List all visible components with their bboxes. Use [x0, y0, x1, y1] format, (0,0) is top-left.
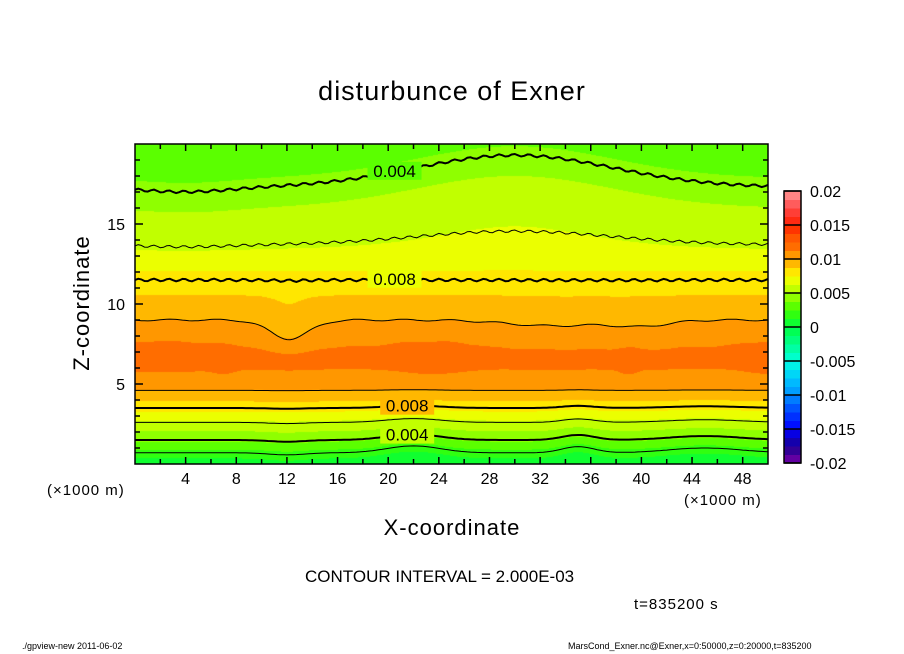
x-tick-label: 16 — [329, 471, 347, 488]
contour-label-background — [367, 161, 422, 180]
footer-right: MarsCond_Exner.nc@Exner,x=0:50000,z=0:20… — [568, 641, 812, 651]
colorbar-tick-label: 0.01 — [810, 252, 841, 269]
time-label: t=835200 s — [634, 596, 719, 613]
colorbar-band — [784, 191, 801, 200]
colorbar-band — [784, 454, 801, 464]
colorbar-band — [784, 310, 801, 319]
colorbar-band — [784, 429, 801, 438]
x-unit-label: (×1000 m) — [684, 492, 762, 509]
z-tick-label: 15 — [107, 217, 125, 234]
contour-labels: 0.004 0.008 0.008 0.004 — [367, 161, 435, 445]
contour-line — [135, 389, 768, 392]
x-tick-label: 36 — [582, 471, 600, 488]
x-tick-label: 20 — [379, 471, 397, 488]
colorbar-tick-label: -0.005 — [810, 354, 855, 371]
contour-label-background — [367, 269, 422, 288]
colorbar-tick-label: -0.01 — [810, 388, 847, 405]
plot-frame — [134, 143, 769, 465]
colorbar-band — [784, 284, 801, 294]
contour-line — [135, 404, 768, 410]
colorbar-band — [784, 327, 801, 336]
filled-contour-field — [135, 144, 768, 464]
contour-line — [135, 445, 769, 456]
colorbar-band — [784, 335, 801, 345]
colorbar-band — [784, 233, 801, 243]
colorbar-band — [784, 267, 801, 277]
contour-label: 0.004 — [386, 426, 429, 445]
x-axis-label: X-coordinate — [383, 515, 521, 540]
colorbar-band — [784, 344, 801, 353]
x-tick-label: 48 — [734, 471, 752, 488]
colorbar-band — [784, 276, 801, 285]
colorbar-tick-label: 0.015 — [810, 218, 850, 235]
colorbar-band — [784, 352, 801, 362]
colorbar-band — [784, 242, 801, 251]
z-tick-label: 10 — [107, 297, 125, 314]
contour-line — [134, 152, 769, 195]
x-tick-label: 28 — [481, 471, 499, 488]
contour-label: 0.004 — [373, 162, 416, 181]
colorbar-band — [784, 395, 801, 404]
colorbar-band — [784, 361, 801, 370]
colorbar-band — [784, 386, 801, 396]
contour-label: 0.008 — [386, 397, 429, 416]
contour-lines — [134, 152, 769, 456]
x-tick-labels: 4 8 12 16 20 24 28 32 36 40 44 48 — [181, 471, 751, 488]
axis-ticks — [135, 144, 768, 464]
y-tick-labels: 5 10 15 — [107, 217, 125, 394]
colorbar-band — [784, 437, 801, 447]
colorbar-band — [784, 446, 801, 455]
x-tick-label: 4 — [181, 471, 190, 488]
colorbar-band — [784, 225, 801, 234]
contour-label-background — [380, 425, 435, 444]
colorbar-band — [784, 412, 801, 421]
x-tick-label: 8 — [232, 471, 241, 488]
footer-left: ./gpview-new 2011-06-02 — [22, 641, 123, 651]
colorbar-band — [784, 216, 801, 226]
x-tick-label: 44 — [683, 471, 701, 488]
contour-line — [134, 318, 769, 341]
colorbar-tick-label: -0.02 — [810, 456, 847, 473]
x-tick-label: 40 — [633, 471, 651, 488]
colorbar-band — [784, 378, 801, 387]
x-tick-label: 32 — [531, 471, 549, 488]
contour-line — [134, 277, 769, 283]
colorbar-tick-label: -0.015 — [810, 422, 855, 439]
colorbar-band — [784, 318, 801, 328]
colorbar-tick-label: 0.02 — [810, 184, 841, 201]
colorbar-frame — [783, 190, 802, 464]
colorbar-band — [784, 250, 801, 260]
colorbar-band — [784, 301, 801, 311]
colorbar-band — [784, 403, 801, 413]
colorbar-band — [784, 420, 801, 430]
chart-title: disturbunce of Exner — [318, 76, 586, 106]
colorbar-band — [784, 199, 801, 209]
contour-interval-note: CONTOUR INTERVAL = 2.000E-03 — [305, 567, 575, 586]
colorbar-tick-label: 0 — [810, 320, 819, 337]
y-unit-label: (×1000 m) — [47, 482, 125, 499]
colorbar: 0.02 0.015 0.01 0.005 0 -0.005 -0.01 -0.015 -0.0… — [783, 184, 855, 473]
x-tick-label: 24 — [430, 471, 448, 488]
colorbar-band — [784, 293, 801, 302]
x-tick-label: 12 — [278, 471, 296, 488]
z-axis-label: Z-coordinate — [69, 235, 94, 371]
contour-label-background — [380, 396, 435, 415]
contour-line — [134, 229, 769, 249]
contour-line — [135, 433, 769, 443]
colorbar-band — [784, 259, 801, 268]
contour-line — [135, 418, 769, 425]
colorbar-tick-label: 0.005 — [810, 286, 850, 303]
colorbar-band — [784, 369, 801, 379]
z-tick-label: 5 — [116, 377, 125, 394]
contour-label: 0.008 — [373, 270, 416, 289]
colorbar-band — [784, 208, 801, 217]
